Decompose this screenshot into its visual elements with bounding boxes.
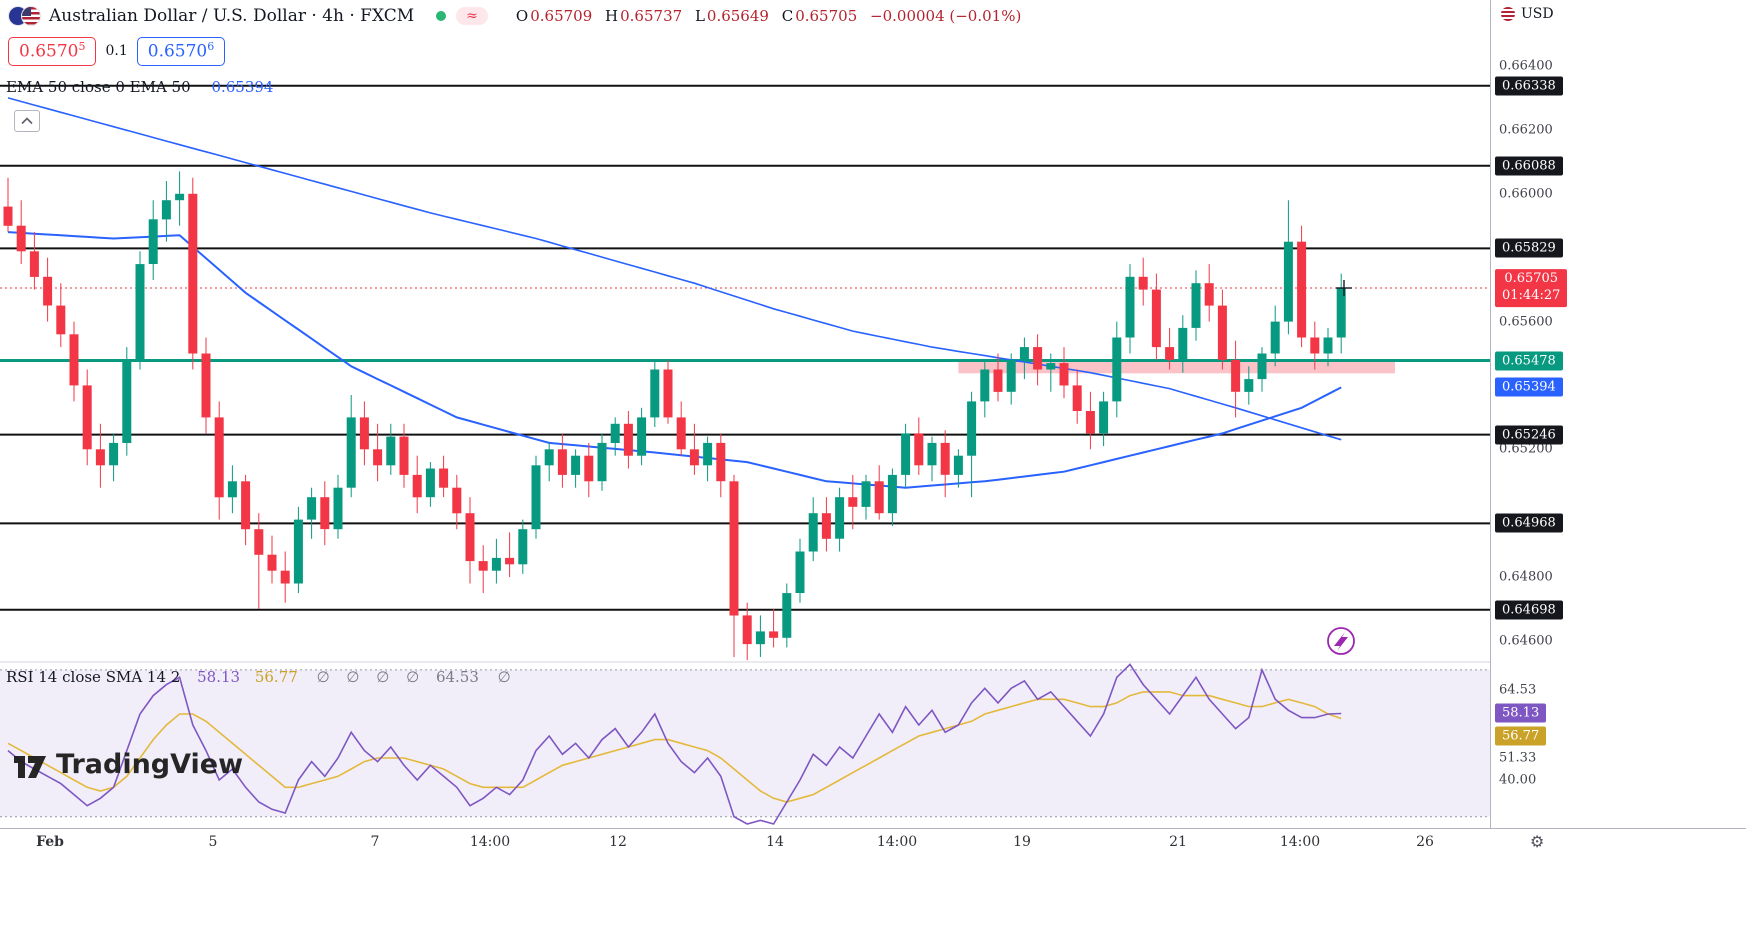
currency-selector[interactable]: USD bbox=[1501, 6, 1554, 22]
rsi-axis-label: 40.00 bbox=[1499, 772, 1537, 788]
rsi-band bbox=[0, 669, 1490, 817]
time-axis-label: 14:00 bbox=[876, 834, 918, 850]
sell-button[interactable]: 0.65705 bbox=[8, 37, 97, 66]
time-axis-label: 26 bbox=[1416, 834, 1434, 850]
ohlc-values: O 0.65709 H 0.65737 L 0.65649 C 0.65705 −0.0… bbox=[508, 7, 1021, 25]
price-axis-label: 0.64600 bbox=[1499, 633, 1553, 649]
price-axis[interactable]: USD 0.66400 0.66200 0.66000 0.65600 0.65200 0… bbox=[1490, 0, 1746, 828]
ohlc-high-label: H bbox=[605, 7, 619, 25]
buy-price-sup: 6 bbox=[207, 40, 215, 53]
support-level-badge: 0.65478 bbox=[1495, 351, 1563, 371]
trade-panel: 0.65705 0.1 0.65706 bbox=[8, 37, 226, 66]
ohlc-close-label: C bbox=[781, 7, 794, 25]
tradingview-wordmark: TradingView bbox=[56, 748, 244, 780]
rsi-hidden-value: ∅ bbox=[497, 668, 517, 686]
sell-price-sup: 5 bbox=[78, 40, 86, 53]
usd-flag-icon bbox=[21, 6, 41, 26]
ema-legend-value: 0.65394 bbox=[211, 78, 274, 96]
us-flag-icon bbox=[1501, 7, 1515, 21]
ema-legend-title: EMA 50 close 0 EMA 50 bbox=[6, 78, 191, 96]
time-axis-label: 19 bbox=[1013, 834, 1031, 850]
time-axis-label: 21 bbox=[1169, 834, 1187, 850]
spread-value: 0.1 bbox=[105, 43, 128, 60]
rsi-sma-value: 56.77 bbox=[254, 668, 298, 686]
rsi-legend-title: RSI 14 close SMA 14 2 bbox=[6, 668, 181, 686]
time-axis-label: 14:00 bbox=[1279, 834, 1321, 850]
ohlc-open-label: O bbox=[515, 7, 529, 25]
price-change: −0.00004 (−0.01%) bbox=[870, 7, 1022, 25]
time-axis-label: Feb bbox=[36, 834, 64, 850]
delayed-data-badge: ≈ bbox=[456, 7, 488, 25]
ohlc-low-label: L bbox=[694, 7, 705, 25]
axis-settings-icon[interactable]: ⚙ bbox=[1530, 832, 1545, 851]
rsi-legend[interactable]: RSI 14 close SMA 14 2 58.13 56.77 ∅ ∅ ∅ … bbox=[6, 668, 517, 686]
candlestick-series bbox=[3, 171, 1346, 661]
time-axis-label: 7 bbox=[370, 834, 380, 850]
price-axis-label: 0.64800 bbox=[1499, 569, 1553, 585]
chevron-up-icon bbox=[21, 117, 33, 125]
buy-button[interactable]: 0.65706 bbox=[136, 37, 226, 66]
rsi-axis-label: 58.13 bbox=[1495, 703, 1547, 723]
rsi-axis-label: 51.33 bbox=[1499, 750, 1537, 766]
ema50-line bbox=[7, 231, 1342, 489]
price-axis-label: 0.66400 bbox=[1499, 58, 1553, 74]
ema-value-badge: 0.65394 bbox=[1495, 377, 1563, 397]
ohlc-open-value: 0.65709 bbox=[530, 7, 593, 25]
time-axis-label: 12 bbox=[609, 834, 627, 850]
price-level-badge: 0.66338 bbox=[1495, 76, 1563, 96]
price-level-badge: 0.64698 bbox=[1495, 600, 1563, 620]
price-axis-label: 0.65200 bbox=[1499, 441, 1553, 457]
market-status-icon bbox=[436, 11, 447, 21]
pane-collapse-button[interactable] bbox=[14, 110, 40, 132]
time-axis-label: 14:00 bbox=[469, 834, 511, 850]
price-axis-label: 0.65600 bbox=[1499, 314, 1553, 330]
lightning-icon bbox=[1327, 627, 1355, 655]
currency-label: USD bbox=[1521, 6, 1554, 22]
rsi-line bbox=[7, 663, 1342, 825]
symbol-title[interactable]: Australian Dollar / U.S. Dollar · 4h · F… bbox=[49, 6, 415, 26]
sell-price: 0.6570 bbox=[19, 41, 79, 62]
buy-price: 0.6570 bbox=[147, 41, 208, 62]
chart-header: Australian Dollar / U.S. Dollar · 4h · F… bbox=[8, 3, 1021, 29]
rsi-band-value: 64.53 bbox=[435, 668, 479, 686]
price-axis-label: 0.66000 bbox=[1499, 186, 1553, 202]
ohlc-close-value: 0.65705 bbox=[795, 7, 858, 25]
time-axis-label: 5 bbox=[208, 834, 218, 850]
ohlc-high-value: 0.65737 bbox=[620, 7, 683, 25]
tradingview-logo[interactable]: TradingView bbox=[12, 748, 243, 780]
price-level-badge: 0.66088 bbox=[1495, 156, 1563, 176]
chart-canvas[interactable] bbox=[0, 0, 1490, 828]
rsi-hidden-values: ∅ ∅ ∅ ∅ bbox=[316, 668, 426, 686]
price-level-badge: 0.65246 bbox=[1495, 425, 1563, 445]
last-price-badge: 0.65705 01:44:27 bbox=[1495, 269, 1568, 307]
rsi-axis-label: 64.53 bbox=[1499, 682, 1537, 698]
ema-legend[interactable]: EMA 50 close 0 EMA 50 0.65394 bbox=[6, 78, 273, 96]
price-level-badge: 0.64968 bbox=[1495, 513, 1563, 533]
last-price-cross bbox=[1336, 280, 1352, 296]
price-axis-label: 0.66200 bbox=[1499, 122, 1553, 138]
rsi-value: 58.13 bbox=[197, 668, 241, 686]
time-axis-label: 14 bbox=[766, 834, 784, 850]
tradingview-mark-icon bbox=[14, 756, 46, 778]
ohlc-low-value: 0.65649 bbox=[706, 7, 769, 25]
time-axis[interactable]: ⚙ Feb 5 7 14:00 12 14 14:00 19 21 14:00 26 bbox=[0, 828, 1746, 859]
rsi-axis-label: 56.77 bbox=[1495, 726, 1547, 746]
rsi-sma-line bbox=[7, 691, 1342, 803]
price-level-badge: 0.65829 bbox=[1495, 238, 1563, 258]
aud-usd-flags-icon bbox=[8, 6, 41, 26]
